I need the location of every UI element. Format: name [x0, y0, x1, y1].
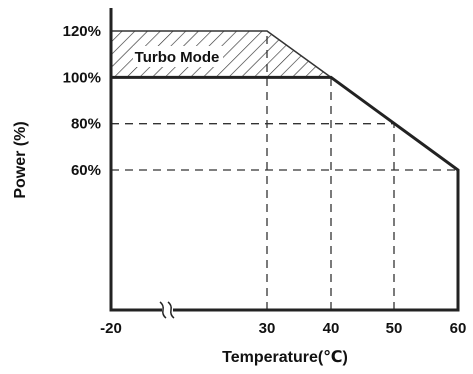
- turbo-region: [111, 30, 332, 78]
- x-axis-label: Temperature(℃): [222, 349, 348, 366]
- y-tick-label: 60%: [71, 162, 101, 179]
- axis-break-mark-left: [159, 301, 167, 319]
- y-axis-label: Power (%): [12, 121, 29, 198]
- y-tick-label: 80%: [71, 116, 101, 133]
- x-tick-label: 60: [450, 320, 467, 337]
- turbo-label-background: [133, 46, 223, 67]
- tick-labels: 60% 80% 100% 120% -20 30 40 50 60: [63, 23, 467, 337]
- x-tick-label: -20: [100, 320, 122, 337]
- series-line-0: [111, 75, 460, 310]
- series-group: [110, 75, 460, 311]
- turbo-upper-edge: [111, 30, 332, 78]
- axes: [109, 8, 460, 319]
- axis-break-mark-right: [167, 301, 175, 319]
- x-tick-label: 30: [259, 320, 276, 337]
- y-tick-label: 120%: [63, 23, 101, 40]
- turbo-mode-label: Turbo Mode: [135, 49, 220, 66]
- x-tick-label: 50: [386, 320, 403, 337]
- x-tick-label: 40: [323, 320, 340, 337]
- axis-break-gap: [162, 306, 173, 314]
- dashed-guide-lines: [111, 31, 458, 310]
- y-tick-label: 100%: [63, 69, 101, 86]
